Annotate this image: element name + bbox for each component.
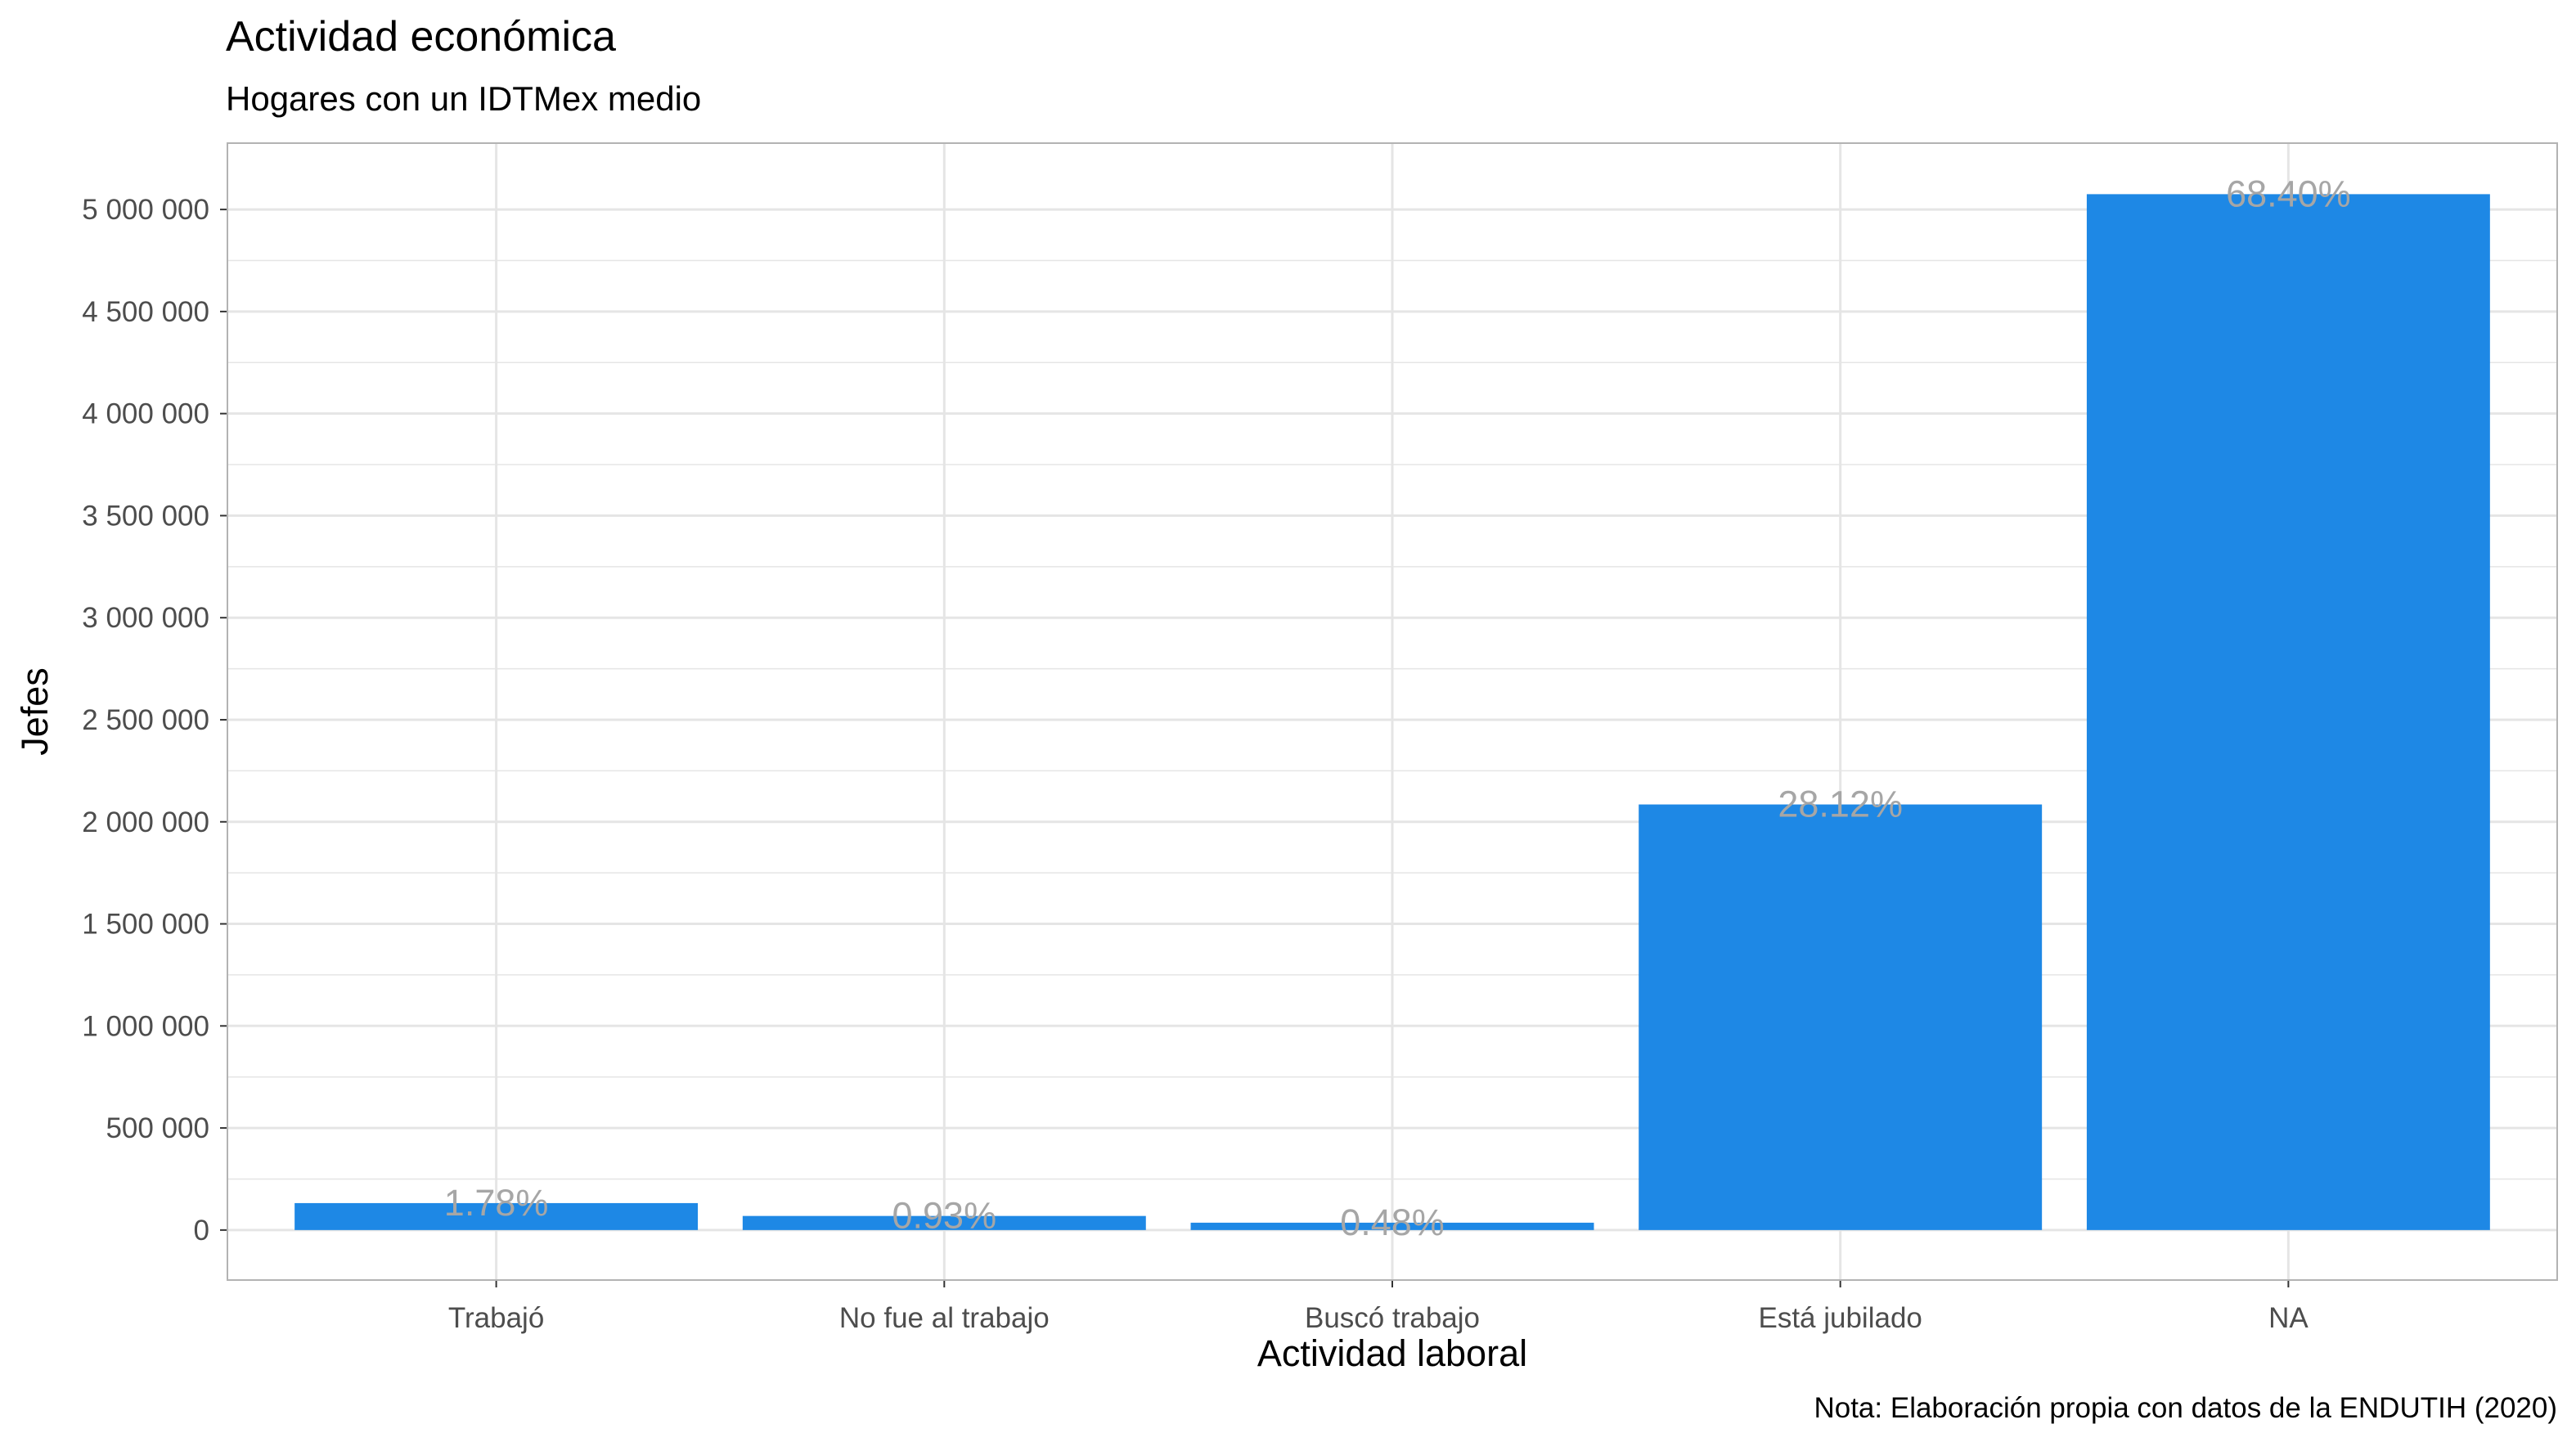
y-tick-label: 2 500 000 — [82, 704, 209, 736]
bar-value-label: 0.48% — [1340, 1202, 1445, 1243]
bar — [1190, 1222, 1594, 1230]
bar-value-label: 68.40% — [2226, 173, 2351, 214]
bar-value-label: 0.93% — [892, 1195, 997, 1237]
bar — [1639, 804, 2043, 1230]
y-tick-label: 4 500 000 — [82, 296, 209, 328]
y-tick-label: 3 000 000 — [82, 602, 209, 634]
x-tick-label: Buscó trabajo — [1305, 1302, 1480, 1334]
y-tick-label: 1 000 000 — [82, 1010, 209, 1042]
x-tick-label: NA — [2268, 1302, 2309, 1334]
bar-value-label: 1.78% — [444, 1182, 549, 1224]
data-labels: 1.78% 0.93% 0.48% 28.12% 68.40% — [444, 173, 2351, 1242]
y-tick-label: 5 000 000 — [82, 194, 209, 226]
y-tick-label: 3 500 000 — [82, 500, 209, 532]
bar — [742, 1215, 1146, 1230]
chart-subtitle: Hogares con un IDTMex medio — [226, 79, 701, 118]
y-tick-label: 1 500 000 — [82, 909, 209, 941]
y-axis-ticks: 0 500 000 1 000 000 1 500 000 2 000 000 2 500… — [82, 194, 227, 1247]
x-tick-label: Está jubilado — [1758, 1302, 1922, 1334]
chart-title: Actividad económica — [226, 13, 616, 61]
x-tick-label: Trabajó — [448, 1302, 544, 1334]
panel-border — [227, 142, 2558, 1281]
y-tick-label: 0 — [194, 1215, 209, 1247]
x-axis-title: Actividad laboral — [1257, 1332, 1527, 1374]
bars — [294, 194, 2490, 1230]
x-tick-label: No fue al trabajo — [839, 1302, 1050, 1334]
bar — [294, 1202, 699, 1230]
bar — [2086, 194, 2490, 1230]
y-tick-label: 2 000 000 — [82, 806, 209, 838]
chart-caption: Nota: Elaboración propia con datos de la… — [1814, 1392, 2557, 1424]
bar-value-label: 28.12% — [1778, 784, 1903, 825]
y-tick-label: 500 000 — [106, 1112, 209, 1144]
x-axis-ticks: Trabajó No fue al trabajo Buscó trabajo Est… — [448, 1280, 2309, 1334]
y-axis-title: Jefes — [14, 667, 56, 756]
y-tick-label: 4 000 000 — [82, 398, 209, 430]
